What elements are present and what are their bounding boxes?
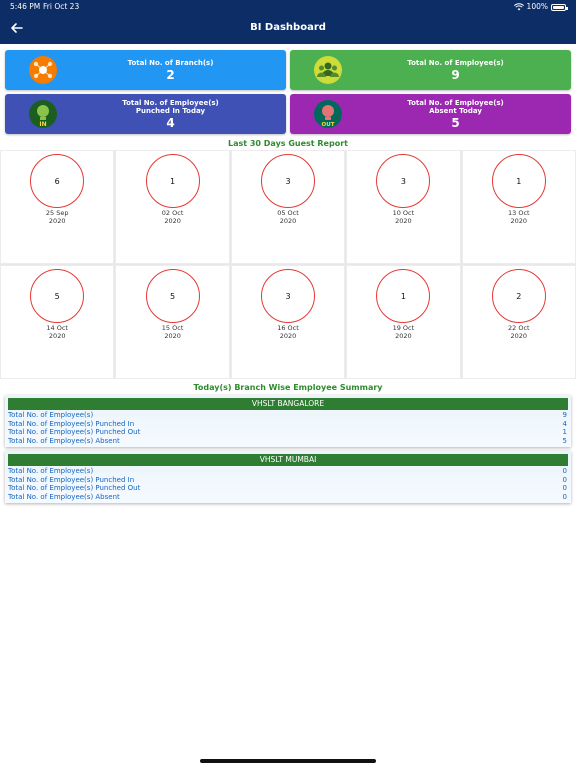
card-value: 2: [166, 67, 175, 82]
people-group-icon: [314, 56, 342, 84]
card-value: 4: [166, 115, 175, 130]
guest-date: 16 Oct 2020: [277, 324, 299, 340]
summary-row-value: 0: [562, 475, 567, 484]
summary-row: Total No. of Employee(s) 0: [5, 467, 571, 476]
guest-date: 02 Oct 2020: [161, 209, 184, 225]
branch-summary-card: VHSLT BANGALORE Total No. of Employee(s)…: [5, 395, 571, 447]
summary-row-value: 0: [562, 484, 567, 492]
guest-day-cell[interactable]: 5 15 Oct 2020: [115, 265, 230, 379]
card-label: Total No. of Branch(s): [127, 58, 214, 67]
guest-day-cell[interactable]: 6 25 Sep 2020: [0, 150, 115, 264]
card-label: Total No. of Employee(s) Punched In Toda…: [122, 98, 219, 115]
guest-date: 25 Sep 2020: [45, 209, 69, 225]
card-label: Total No. of Employee(s) Absent Today: [407, 98, 504, 115]
guest-count: 1: [145, 154, 200, 208]
battery-icon: [551, 3, 568, 11]
guest-day-cell[interactable]: 5 14 Oct 2020: [0, 265, 115, 379]
guest-date: 14 Oct 2020: [46, 324, 68, 340]
guest-count: 5: [30, 269, 85, 323]
back-arrow-icon[interactable]: [9, 20, 25, 36]
status-bar: 5:46 PM Fri Oct 23 100%: [0, 0, 576, 14]
guest-date: 13 Oct 2020: [508, 209, 530, 225]
wifi-icon: [513, 3, 524, 11]
punch-in-icon: IN: [29, 100, 57, 128]
card-label: Total No. of Employee(s): [407, 58, 504, 67]
card-total-branches[interactable]: Total No. of Branch(s) 2: [5, 50, 286, 90]
guest-date: 22 Oct 2020: [508, 324, 530, 340]
nav-bar: BI Dashboard: [0, 14, 576, 44]
branch-network-icon: [29, 56, 57, 84]
card-text: Total No. of Branch(s) 2: [65, 50, 276, 90]
card-value: 9: [451, 67, 460, 82]
summary-row-value: 4: [562, 419, 567, 428]
guest-count: 1: [376, 269, 431, 323]
card-absent[interactable]: OUT Total No. of Employee(s) Absent Toda…: [290, 94, 571, 134]
guest-day-cell[interactable]: 2 22 Oct 2020: [461, 265, 576, 379]
branch-name-bar: VHSLT BANGALORE: [8, 398, 568, 410]
guest-day-cell[interactable]: 1 19 Oct 2020: [346, 265, 461, 379]
summary-row-value: 9: [562, 411, 567, 419]
summary-row-label: Total No. of Employee(s) Absent: [8, 492, 120, 501]
guest-count: 1: [491, 154, 546, 208]
summary-row-label: Total No. of Employee(s) Punched In: [8, 419, 135, 428]
summary-row: Total No. of Employee(s) Punched In 0: [5, 476, 571, 485]
summary-row-label: Total No. of Employee(s) Punched In: [8, 475, 135, 484]
card-text: Total No. of Employee(s) 9: [350, 50, 561, 90]
guest-day-cell[interactable]: 1 02 Oct 2020: [115, 150, 230, 264]
summary-row-value: 0: [562, 492, 567, 501]
guest-date: 05 Oct 2020: [277, 209, 299, 225]
summary-row-value: 0: [562, 467, 567, 475]
summary-row-label: Total No. of Employee(s): [8, 467, 94, 475]
branch-summary-title: Today(s) Branch Wise Employee Summary: [193, 383, 383, 392]
guest-day-cell[interactable]: 3 05 Oct 2020: [230, 150, 346, 264]
battery-percent: 100%: [526, 2, 548, 11]
summary-row-label: Total No. of Employee(s) Absent: [8, 436, 120, 445]
branch-rows: Total No. of Employee(s) 0 Total No. of E…: [5, 466, 571, 503]
summary-row-value: 1: [562, 428, 567, 436]
page-title: BI Dashboard: [250, 22, 326, 33]
guest-day-cell[interactable]: 3 10 Oct 2020: [346, 150, 461, 264]
summary-row: Total No. of Employee(s) Punched In 4: [5, 420, 571, 429]
guest-count: 6: [30, 154, 85, 208]
guest-report-grid: 6 25 Sep 2020 1 02 Oct 2020 3 05 Oct 2020 3 10 …: [0, 150, 576, 379]
summary-row: Total No. of Employee(s) 9: [5, 411, 571, 420]
guest-count: 3: [260, 154, 315, 208]
guest-report-title: Last 30 Days Guest Report: [228, 139, 348, 148]
guest-count: 5: [145, 269, 200, 323]
summary-row-value: 5: [562, 436, 567, 445]
card-punched-in[interactable]: IN Total No. of Employee(s) Punched In T…: [5, 94, 286, 134]
guest-date: 10 Oct 2020: [392, 209, 415, 225]
home-indicator[interactable]: [200, 759, 376, 763]
summary-row: Total No. of Employee(s) Absent 5: [5, 437, 571, 446]
card-text: Total No. of Employee(s) Punched In Toda…: [65, 94, 276, 134]
svg-text:OUT: OUT: [322, 122, 335, 128]
svg-text:IN: IN: [39, 121, 46, 128]
guest-date: 19 Oct 2020: [392, 324, 415, 340]
summary-row-label: Total No. of Employee(s) Punched Out: [8, 428, 141, 436]
guest-count: 3: [376, 154, 431, 208]
summary-row-label: Total No. of Employee(s): [8, 411, 94, 419]
card-total-employees[interactable]: Total No. of Employee(s) 9: [290, 50, 571, 90]
branch-rows: Total No. of Employee(s) 9 Total No. of E…: [5, 410, 571, 447]
status-date: Fri Oct 23: [43, 2, 80, 11]
guest-count: 3: [260, 269, 315, 323]
guest-day-cell[interactable]: 1 13 Oct 2020: [461, 150, 576, 264]
status-time: 5:46 PM: [10, 2, 41, 11]
guest-count: 2: [491, 269, 546, 323]
branch-name-bar: VHSLT MUMBAI: [8, 454, 568, 466]
guest-date: 15 Oct 2020: [161, 324, 184, 340]
status-right: 100%: [513, 0, 568, 14]
summary-row-label: Total No. of Employee(s) Punched Out: [8, 484, 141, 492]
summary-row: Total No. of Employee(s) Absent 0: [5, 493, 571, 502]
card-text: Total No. of Employee(s) Absent Today 5: [350, 94, 561, 134]
card-value: 5: [451, 115, 460, 130]
app-header: 5:46 PM Fri Oct 23 100% BI Dashboard: [0, 0, 576, 44]
branch-summary-card: VHSLT MUMBAI Total No. of Employee(s) 0 T…: [5, 451, 571, 503]
guest-day-cell[interactable]: 3 16 Oct 2020: [230, 265, 346, 379]
summary-row: Total No. of Employee(s) Punched Out 0: [5, 484, 571, 493]
punch-out-icon: OUT: [314, 100, 342, 128]
summary-row: Total No. of Employee(s) Punched Out 1: [5, 428, 571, 437]
